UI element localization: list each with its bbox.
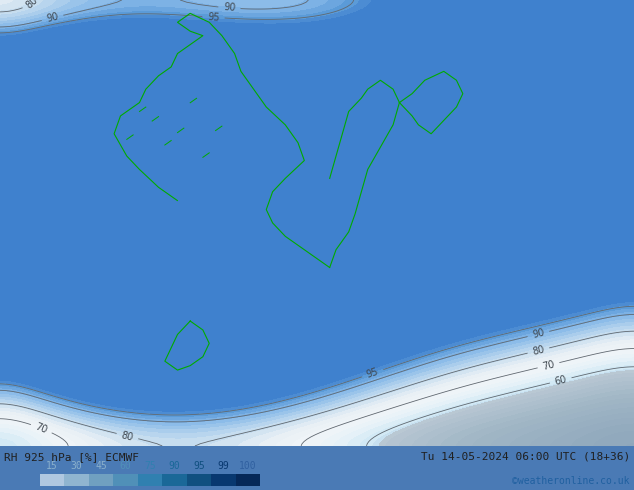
FancyBboxPatch shape xyxy=(138,474,162,486)
Text: 60: 60 xyxy=(120,461,131,471)
Text: 90: 90 xyxy=(46,12,60,24)
Text: 60: 60 xyxy=(553,374,568,387)
Text: 90: 90 xyxy=(223,2,236,13)
Text: 100: 100 xyxy=(239,461,257,471)
Text: 70: 70 xyxy=(34,421,49,435)
Text: 90: 90 xyxy=(169,461,180,471)
FancyBboxPatch shape xyxy=(40,474,65,486)
FancyBboxPatch shape xyxy=(113,474,138,486)
Text: ©weatheronline.co.uk: ©weatheronline.co.uk xyxy=(512,476,630,486)
Text: 70: 70 xyxy=(541,359,555,371)
FancyBboxPatch shape xyxy=(65,474,89,486)
Text: Tu 14-05-2024 06:00 UTC (18+36): Tu 14-05-2024 06:00 UTC (18+36) xyxy=(421,452,630,462)
Text: 75: 75 xyxy=(144,461,156,471)
Text: 95: 95 xyxy=(193,461,205,471)
Text: 45: 45 xyxy=(95,461,107,471)
Text: RH 925 hPa [%] ECMWF: RH 925 hPa [%] ECMWF xyxy=(4,452,139,462)
FancyBboxPatch shape xyxy=(162,474,186,486)
FancyBboxPatch shape xyxy=(186,474,211,486)
Text: 30: 30 xyxy=(71,461,82,471)
Text: 80: 80 xyxy=(24,0,40,10)
FancyBboxPatch shape xyxy=(211,474,236,486)
Text: 15: 15 xyxy=(46,461,58,471)
Text: 95: 95 xyxy=(207,12,220,23)
Text: 95: 95 xyxy=(365,367,380,380)
Text: 90: 90 xyxy=(531,328,545,340)
Text: 80: 80 xyxy=(120,430,134,442)
FancyBboxPatch shape xyxy=(236,474,260,486)
Text: 99: 99 xyxy=(217,461,230,471)
FancyBboxPatch shape xyxy=(89,474,113,486)
Text: 80: 80 xyxy=(531,344,545,357)
